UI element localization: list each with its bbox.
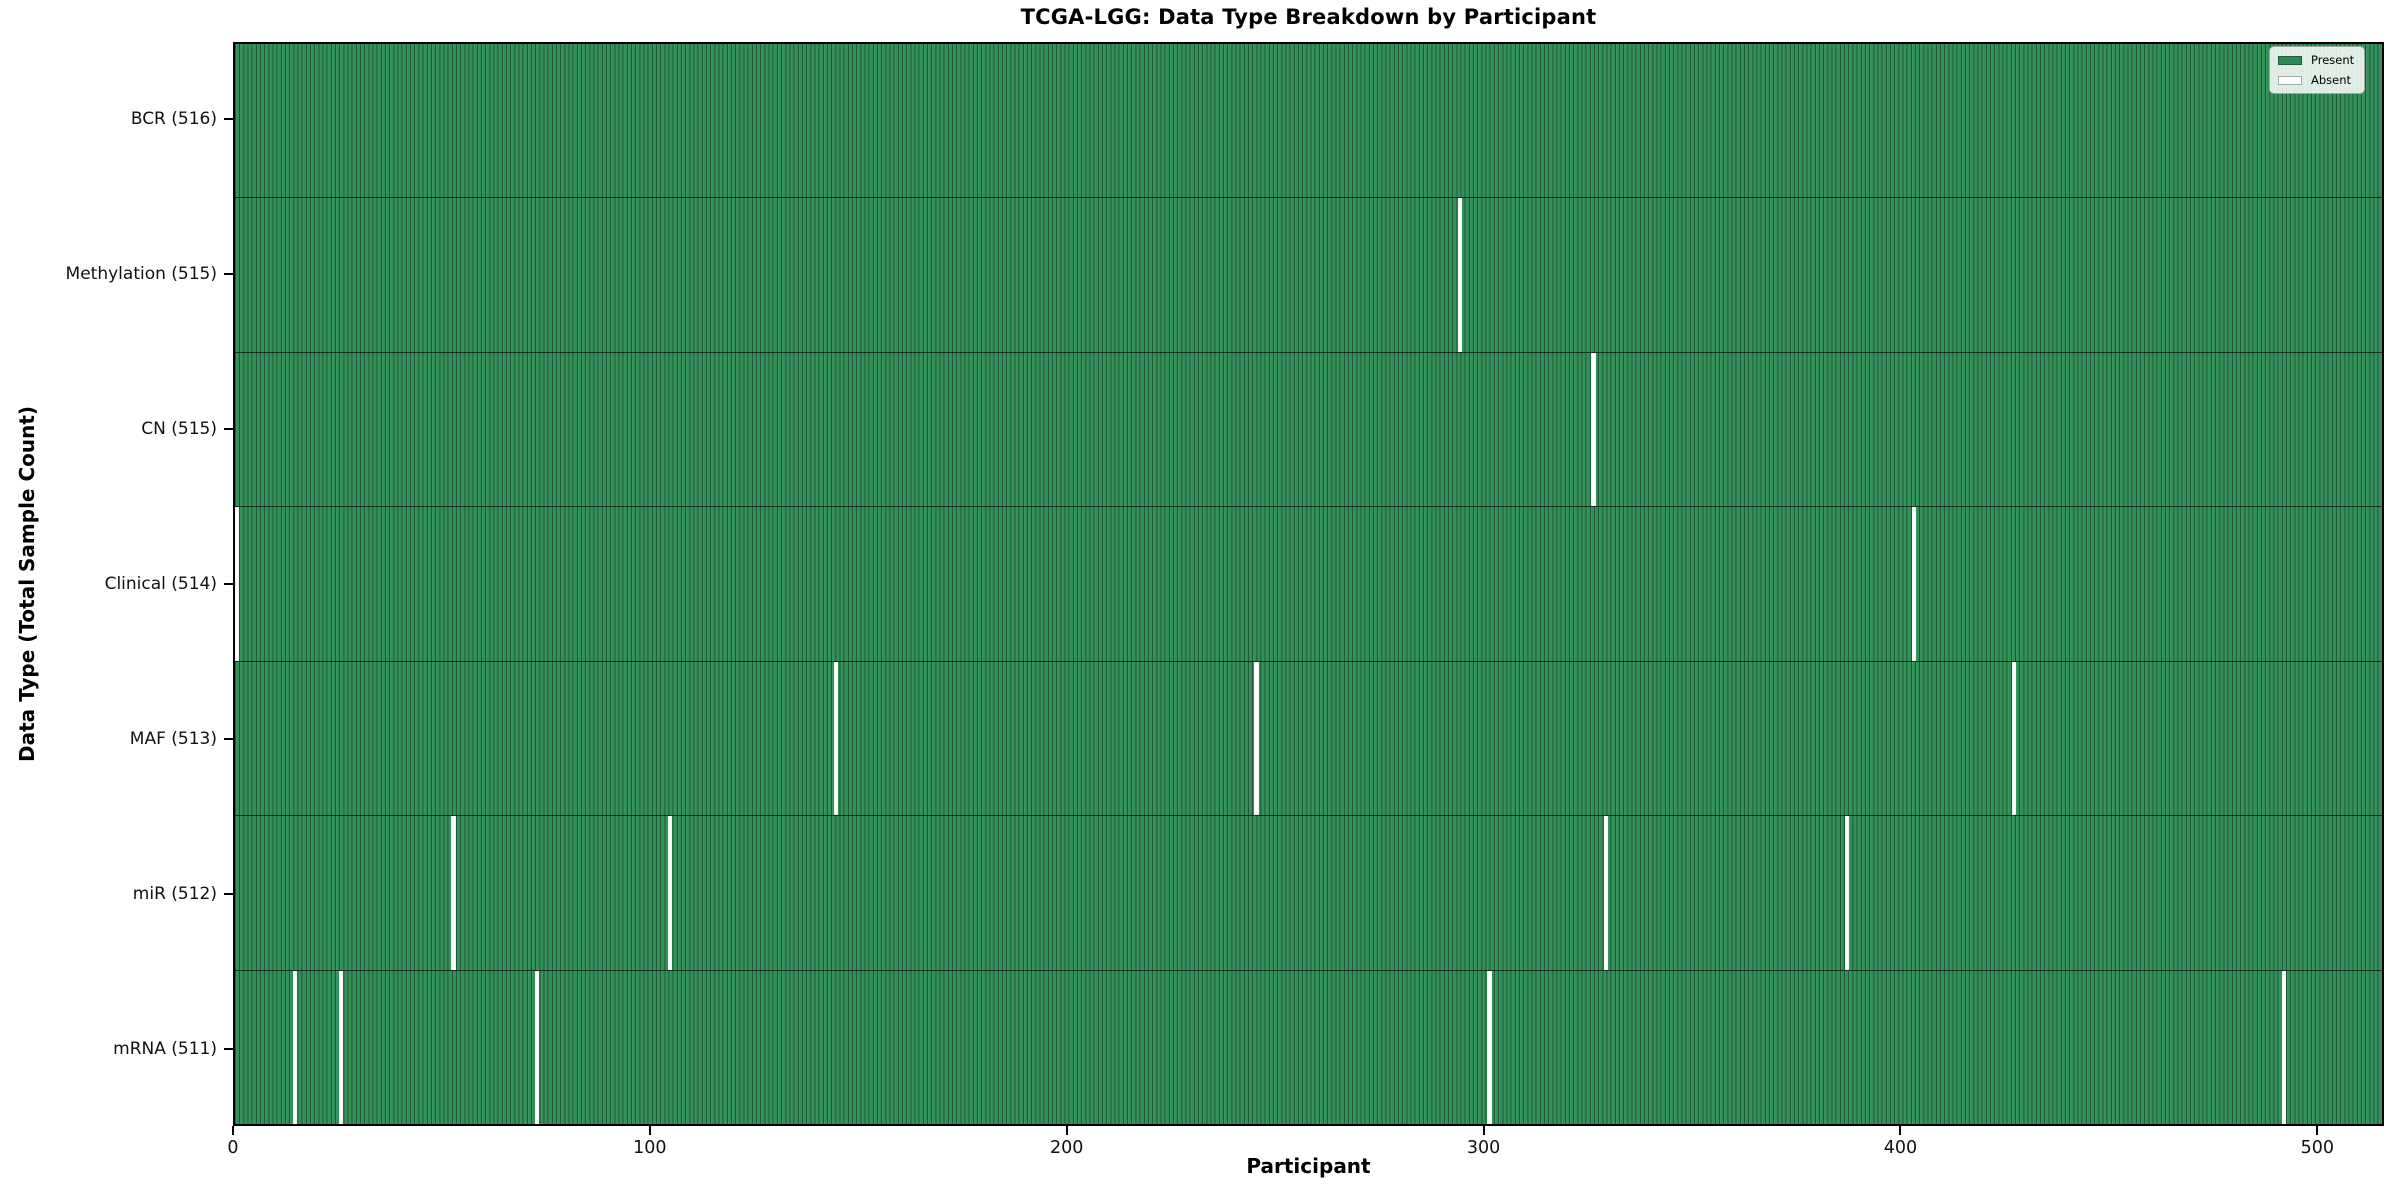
- absent-marker-miR-387: [1845, 816, 1850, 970]
- absent-marker-mRNA-492: [2282, 970, 2287, 1124]
- y-tick-mark-Clinical: [224, 583, 233, 585]
- x-axis: 0 100 200 300 400 500: [227, 1126, 2384, 1196]
- x-tick-label-400: 400: [1883, 1138, 1918, 1158]
- y-axis: BCR (516) Methylation (515) CN (515) Clinic…: [0, 42, 233, 1126]
- y-tick-label-miR: miR (512): [132, 883, 217, 904]
- absent-marker-Methylation-294: [1458, 198, 1463, 352]
- absent-marker-mRNA-301: [1487, 970, 1492, 1124]
- y-tick-label-Clinical: Clinical (514): [104, 574, 217, 594]
- x-tick-mark-300: [1482, 1126, 1485, 1135]
- absent-marker-MAF-144: [834, 661, 839, 816]
- legend-entry-present: Present: [2278, 53, 2354, 67]
- y-tick-mark-miR: [224, 892, 233, 895]
- legend-present-swatch: [2278, 55, 2302, 65]
- y-tick-mark-CN: [224, 428, 233, 431]
- absent-marker-miR-104: [667, 816, 672, 970]
- absent-marker-mRNA-72: [534, 970, 539, 1124]
- absent-marker-MAF-427: [2011, 661, 2016, 816]
- x-tick-mark-0: [232, 1126, 234, 1135]
- x-tick-label-0: 0: [227, 1138, 239, 1158]
- absent-marker-CN-326: [1591, 352, 1596, 507]
- absent-marker-Clinical-403: [1911, 507, 1916, 661]
- heatmap-row-MAF: [235, 660, 2382, 816]
- absent-marker-MAF-245: [1254, 661, 1259, 816]
- x-tick-mark-500: [2316, 1126, 2319, 1135]
- absent-marker-mRNA-25: [339, 970, 344, 1124]
- y-tick-mark-Methylation: [224, 273, 233, 276]
- legend-absent-swatch: [2278, 75, 2302, 85]
- legend: Present Absent: [2269, 46, 2366, 94]
- y-tick-mark-MAF: [224, 737, 233, 740]
- y-tick-label-BCR: BCR (516): [130, 109, 217, 130]
- x-axis-label: Participant: [1246, 1154, 1371, 1178]
- x-tick-mark-400: [1899, 1126, 1902, 1135]
- legend-absent-label: Absent: [2311, 73, 2352, 87]
- y-tick-label-mRNA: mRNA (511): [113, 1038, 217, 1059]
- x-tick-mark-200: [1065, 1126, 1068, 1135]
- x-tick-label-200: 200: [1050, 1138, 1084, 1158]
- y-tick-label-CN: CN (515): [141, 419, 217, 440]
- plot-area: [233, 42, 2384, 1126]
- legend-present-label: Present: [2311, 53, 2355, 67]
- absent-marker-Clinical-0: [235, 507, 240, 661]
- absent-marker-miR-329: [1603, 816, 1609, 970]
- heatmap-row-BCR: [235, 44, 2382, 198]
- y-tick-mark-mRNA: [224, 1047, 233, 1050]
- x-tick-mark-100: [648, 1126, 651, 1135]
- x-tick-label-500: 500: [2300, 1138, 2334, 1158]
- heatmap-row-Methylation: [235, 197, 2382, 352]
- legend-entry-absent: Absent: [2278, 73, 2354, 87]
- heatmap-row-miR: [235, 815, 2382, 970]
- y-tick-label-MAF: MAF (513): [129, 728, 217, 749]
- heatmap-row-CN: [235, 351, 2382, 507]
- y-tick-mark-BCR: [224, 118, 233, 121]
- x-tick-label-300: 300: [1466, 1138, 1501, 1158]
- heatmap-row-Clinical: [235, 506, 2382, 661]
- y-tick-label-Methylation: Methylation (515): [65, 264, 217, 285]
- absent-marker-miR-52: [451, 816, 456, 970]
- absent-marker-mRNA-14: [293, 970, 298, 1124]
- x-tick-label-100: 100: [633, 1138, 667, 1158]
- chart-title: TCGA-LGG: Data Type Breakdown by Partici…: [1020, 5, 1597, 29]
- heatmap-row-mRNA: [235, 969, 2382, 1124]
